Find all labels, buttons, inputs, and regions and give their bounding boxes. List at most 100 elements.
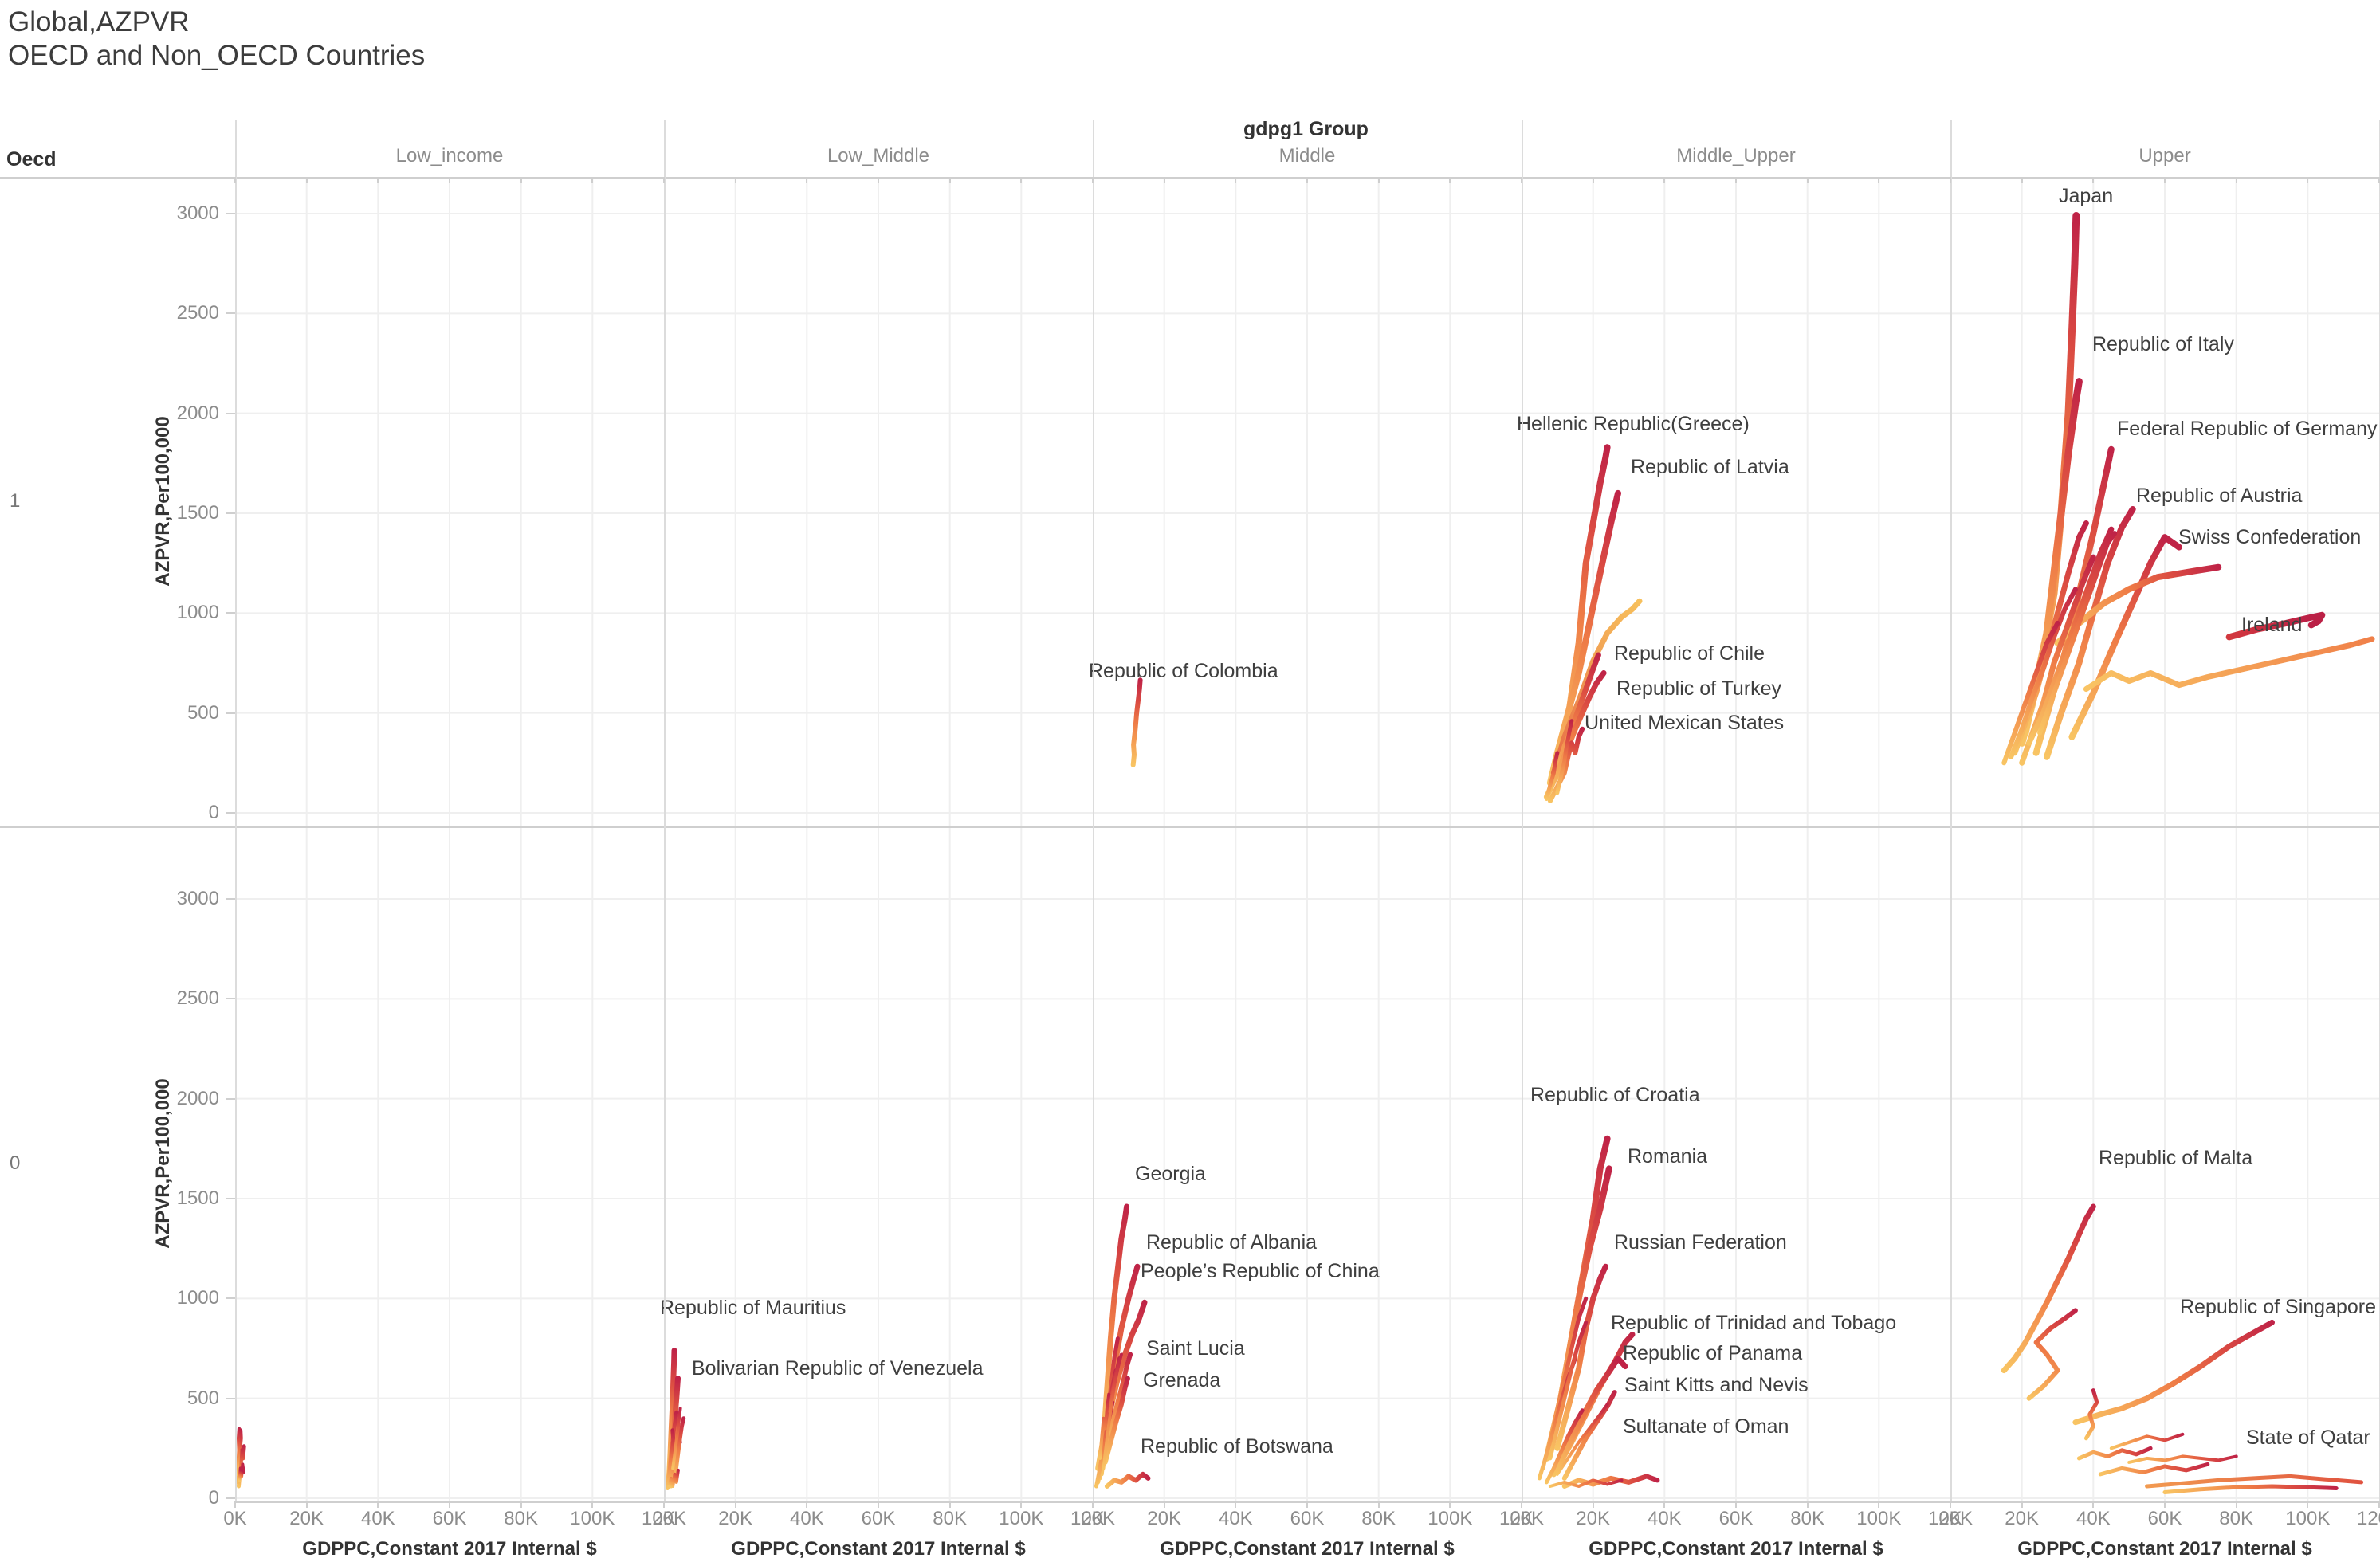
country-label: Republic of Colombia: [1089, 660, 1278, 682]
country-trace-unlabeled[interactable]: [1548, 1478, 1624, 1488]
x-tick-label: 100K: [1428, 1508, 1473, 1529]
x-axis-tick-bottom: [1020, 1501, 1023, 1508]
facet-panel-oecd1-col0: [235, 177, 664, 826]
country-trace-unlabeled[interactable]: [2009, 587, 2078, 759]
country-trace-unlabeled[interactable]: [1102, 1352, 1123, 1470]
country-label: People’s Republic of China: [1141, 1260, 1380, 1282]
country-label: Saint Lucia: [1146, 1337, 1245, 1360]
column-label-middle_upper: Middle_Upper: [1676, 145, 1796, 167]
country-trace-unlabeled[interactable]: [2127, 1454, 2238, 1464]
column-label-low_income: Low_income: [395, 145, 504, 167]
y-axis-tick: [226, 1097, 235, 1100]
country-trace-saint-lucia[interactable]: [1104, 1352, 1133, 1451]
country-trace-unlabeled[interactable]: [667, 1468, 680, 1488]
country-trace-unlabeled[interactable]: [666, 1428, 676, 1490]
country-trace-republic-of-colombia[interactable]: [1130, 677, 1143, 767]
x-axis-tick-top: [1521, 177, 1522, 183]
y-tick-label: 2500: [176, 987, 219, 1010]
country-trace-unlabeled[interactable]: [2001, 620, 2060, 766]
facet-panel-oecd1-col1: [664, 177, 1093, 826]
x-axis-tick-top: [520, 177, 522, 183]
country-trace-unlabeled[interactable]: [1548, 1320, 1589, 1461]
country-trace-georgia[interactable]: [1101, 1203, 1130, 1442]
y-axis-tick: [226, 512, 235, 514]
country-trace-ireland[interactable]: [2225, 611, 2326, 641]
country-trace-grenada[interactable]: [1102, 1376, 1130, 1465]
country-trace-unlabeled[interactable]: [673, 1416, 686, 1482]
x-tick-label: 0K: [1938, 1508, 1962, 1529]
x-axis-tick-top: [1092, 177, 1094, 183]
x-tick-label: 0K: [1510, 1508, 1534, 1529]
country-trace-unlabeled[interactable]: [2026, 1308, 2078, 1401]
country-trace-unlabeled[interactable]: [1544, 1408, 1585, 1485]
country-trace-unlabeled[interactable]: [1544, 751, 1560, 801]
country-trace-republic-of-malta[interactable]: [2001, 1203, 2096, 1374]
country-trace-unlabeled[interactable]: [671, 1407, 682, 1470]
country-trace-unlabeled[interactable]: [2026, 526, 2115, 746]
y-tick-label: 0: [208, 802, 219, 823]
country-trace-unlabeled[interactable]: [2076, 1446, 2153, 1461]
country-label: Hellenic Republic(Greece): [1517, 413, 1750, 435]
country-trace-unlabeled[interactable]: [2083, 1388, 2099, 1441]
country-trace-unlabeled[interactable]: [2037, 531, 2118, 736]
country-trace-unlabeled[interactable]: [2109, 1432, 2185, 1450]
y-tick-label: 2000: [176, 1087, 219, 1109]
country-trace-unlabeled[interactable]: [2083, 636, 2375, 693]
row-divider: [0, 826, 2380, 828]
country-label: Republic of Italy: [2092, 333, 2234, 355]
country-label: Republic of Panama: [1623, 1342, 1803, 1364]
x-axis-tick-bottom: [1306, 1501, 1308, 1508]
country-trace-unlabeled[interactable]: [238, 1462, 245, 1482]
x-axis-tick-bottom: [663, 1501, 665, 1508]
country-trace-swiss-confederation[interactable]: [2068, 534, 2182, 740]
country-trace-republic-of-botswana[interactable]: [1104, 1471, 1151, 1489]
country-trace-sultanate-of-oman[interactable]: [1561, 1474, 1660, 1489]
x-tick-label: 80K: [1361, 1508, 1396, 1529]
country-trace-republic-of-panama[interactable]: [1550, 1356, 1628, 1478]
x-tick-label: 40K: [789, 1508, 824, 1529]
x-tick-label: 100K: [1856, 1508, 1902, 1529]
y-axis-tick: [226, 312, 235, 315]
x-tick-label: 100K: [999, 1508, 1044, 1529]
country-trace-unlabeled[interactable]: [235, 1427, 241, 1476]
x-axis-tick-top: [1878, 177, 1880, 183]
facet-panel-oecd0-col2: [1093, 826, 1522, 1501]
x-axis-tick-bottom: [2092, 1501, 2095, 1508]
country-trace-unlabeled[interactable]: [1555, 1403, 1609, 1476]
y-axis-title: AZPVR,Per100,000: [152, 1077, 174, 1249]
country-trace-republic-of-turkey[interactable]: [1543, 670, 1607, 800]
country-trace-state-of-qatar[interactable]: [2145, 1474, 2364, 1489]
panel-boundary: [664, 120, 666, 1501]
x-axis-tick-bottom: [377, 1501, 379, 1508]
x-tick-label: 80K: [504, 1508, 538, 1529]
country-trace-unlabeled[interactable]: [1098, 1392, 1111, 1460]
facet-panel-oecd1-col2: [1093, 177, 1522, 826]
country-trace-unlabeled[interactable]: [2098, 1462, 2210, 1477]
x-tick-label: 120K: [2356, 1508, 2380, 1529]
x-axis-tick-bottom: [2378, 1501, 2380, 1508]
country-label: Republic of Austria: [2136, 485, 2303, 507]
y-axis-tick: [226, 1397, 235, 1399]
y-tick-label: 500: [187, 701, 219, 724]
country-trace-unlabeled[interactable]: [2162, 1484, 2339, 1494]
x-axis-title: GDPPC,Constant 2017 Internal $: [302, 1538, 597, 1560]
country-trace-unlabeled[interactable]: [1550, 598, 1643, 776]
x-axis-title: GDPPC,Constant 2017 Internal $: [1160, 1538, 1455, 1560]
country-label: State of Qatar: [2246, 1427, 2370, 1449]
x-axis-tick-bottom: [2164, 1501, 2166, 1508]
x-tick-label: 100K: [570, 1508, 615, 1529]
country-trace-russian-federation[interactable]: [1554, 1263, 1608, 1451]
column-label-upper: Upper: [2138, 145, 2191, 167]
x-axis-tick-top: [1950, 177, 1951, 183]
country-label: Republic of Albania: [1146, 1231, 1318, 1254]
chart-subtitle: OECD and Non_OECD Countries: [8, 40, 426, 71]
x-axis-tick-top: [234, 177, 236, 183]
country-trace-unlabeled[interactable]: [1555, 719, 1574, 795]
y-axis-tick: [226, 213, 235, 214]
y-tick-label: 0: [208, 1487, 219, 1509]
x-tick-label: 40K: [2076, 1508, 2111, 1529]
x-tick-label: 120K: [641, 1508, 687, 1529]
x-axis-tick-bottom: [1950, 1501, 1951, 1508]
x-axis-tick-top: [2164, 177, 2166, 183]
country-trace-republic-of-singapore[interactable]: [2072, 1319, 2275, 1426]
